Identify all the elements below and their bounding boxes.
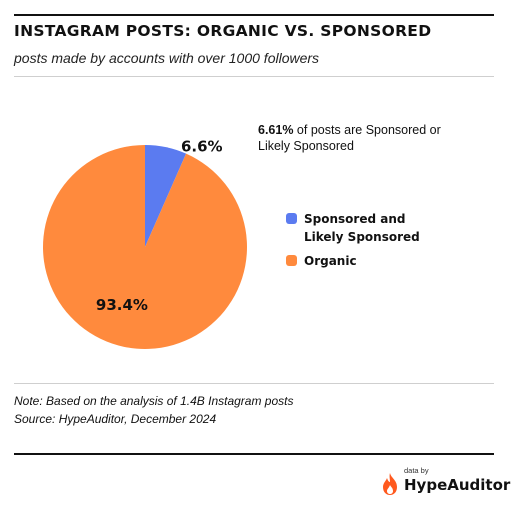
brand-name: HypeAuditor: [404, 476, 511, 494]
chart-title: INSTAGRAM POSTS: ORGANIC VS. SPONSORED: [14, 22, 432, 40]
brand-logo: data by HypeAuditor: [380, 466, 510, 502]
source-text: Source: HypeAuditor, December 2024: [14, 412, 217, 426]
annotation-percent: 6.61%: [258, 123, 294, 137]
footnote: Note: Based on the analysis of 1.4B Inst…: [14, 392, 294, 428]
legend-label-organic: Organic: [304, 254, 357, 268]
annotation-text: of posts are Sponsored or Likely Sponsor…: [258, 123, 441, 153]
legend-swatch-sponsored: [286, 213, 297, 224]
bottom-rule: [14, 453, 494, 455]
pie-slice-sponsored: [145, 145, 187, 247]
pie-slice-organic: [43, 145, 248, 350]
legend-item-organic: Organic: [286, 252, 434, 270]
legend-label-sponsored: Sponsored and Likely Sponsored: [304, 212, 420, 244]
divider-top: [14, 76, 494, 77]
legend-item-sponsored: Sponsored and Likely Sponsored: [286, 210, 434, 246]
brand-prefix: data by: [404, 466, 429, 475]
note-text: Note: Based on the analysis of 1.4B Inst…: [14, 394, 294, 408]
top-rule: [14, 14, 494, 16]
pie-chart: 6.6% 93.4%: [43, 137, 248, 350]
data-label-organic: 93.4%: [96, 296, 148, 314]
legend: Sponsored and Likely Sponsored Organic: [286, 210, 434, 276]
sponsored-annotation: 6.61% of posts are Sponsored or Likely S…: [258, 122, 473, 154]
data-label-sponsored: 6.6%: [181, 137, 223, 155]
legend-swatch-organic: [286, 255, 297, 266]
chart-subtitle: posts made by accounts with over 1000 fo…: [14, 50, 320, 66]
flame-icon: [383, 473, 397, 495]
divider-bottom: [14, 383, 494, 384]
